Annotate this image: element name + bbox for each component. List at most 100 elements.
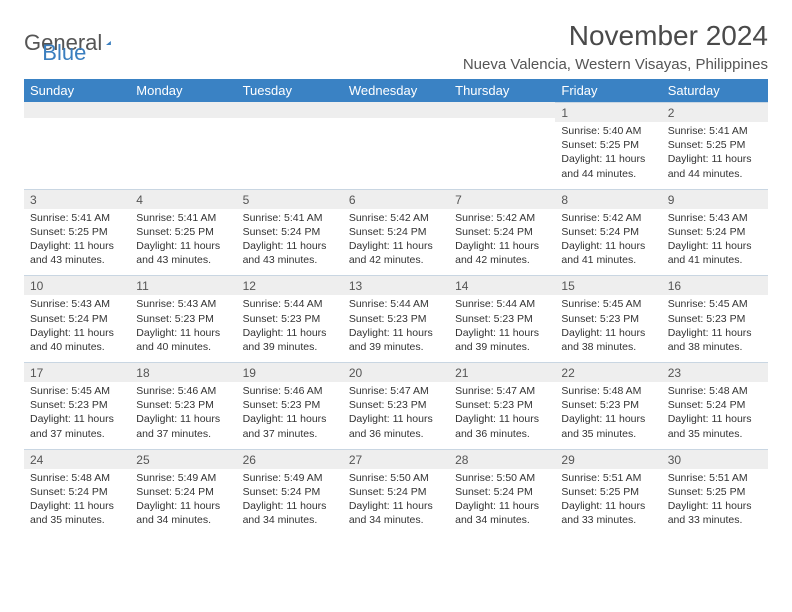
day-number: 7 [449, 189, 555, 209]
day-number: 27 [343, 449, 449, 469]
day-cell: 16Sunrise: 5:45 AM Sunset: 5:23 PM Dayli… [662, 275, 768, 362]
day-text: Sunrise: 5:44 AM Sunset: 5:23 PM Dayligh… [343, 295, 449, 362]
dayname-friday: Friday [555, 79, 661, 102]
day-number: 20 [343, 362, 449, 382]
day-text: Sunrise: 5:43 AM Sunset: 5:24 PM Dayligh… [24, 295, 130, 362]
day-text: Sunrise: 5:50 AM Sunset: 5:24 PM Dayligh… [343, 469, 449, 536]
day-number: 10 [24, 275, 130, 295]
day-text: Sunrise: 5:42 AM Sunset: 5:24 PM Dayligh… [555, 209, 661, 276]
day-cell: 29Sunrise: 5:51 AM Sunset: 5:25 PM Dayli… [555, 449, 661, 536]
day-number: 5 [237, 189, 343, 209]
day-text: Sunrise: 5:45 AM Sunset: 5:23 PM Dayligh… [662, 295, 768, 362]
day-text: Sunrise: 5:43 AM Sunset: 5:23 PM Dayligh… [130, 295, 236, 362]
day-number: 12 [237, 275, 343, 295]
dayname-tuesday: Tuesday [237, 79, 343, 102]
day-number: 25 [130, 449, 236, 469]
day-number: 6 [343, 189, 449, 209]
day-number: 9 [662, 189, 768, 209]
day-text: Sunrise: 5:51 AM Sunset: 5:25 PM Dayligh… [662, 469, 768, 536]
empty-day [343, 102, 449, 118]
day-cell: 24Sunrise: 5:48 AM Sunset: 5:24 PM Dayli… [24, 449, 130, 536]
day-cell: 4Sunrise: 5:41 AM Sunset: 5:25 PM Daylig… [130, 189, 236, 276]
day-text: Sunrise: 5:42 AM Sunset: 5:24 PM Dayligh… [343, 209, 449, 276]
day-text: Sunrise: 5:48 AM Sunset: 5:24 PM Dayligh… [24, 469, 130, 536]
day-text: Sunrise: 5:47 AM Sunset: 5:23 PM Dayligh… [449, 382, 555, 449]
day-cell: 3Sunrise: 5:41 AM Sunset: 5:25 PM Daylig… [24, 189, 130, 276]
title-block: November 2024 Nueva Valencia, Western Vi… [463, 20, 768, 73]
day-text: Sunrise: 5:43 AM Sunset: 5:24 PM Dayligh… [662, 209, 768, 276]
day-number: 23 [662, 362, 768, 382]
day-cell: 9Sunrise: 5:43 AM Sunset: 5:24 PM Daylig… [662, 189, 768, 276]
day-cell: 23Sunrise: 5:48 AM Sunset: 5:24 PM Dayli… [662, 362, 768, 449]
day-number: 19 [237, 362, 343, 382]
day-cell: 1Sunrise: 5:40 AM Sunset: 5:25 PM Daylig… [555, 102, 661, 189]
day-text: Sunrise: 5:48 AM Sunset: 5:23 PM Dayligh… [555, 382, 661, 449]
day-text: Sunrise: 5:50 AM Sunset: 5:24 PM Dayligh… [449, 469, 555, 536]
calendar-table: Sunday Monday Tuesday Wednesday Thursday… [24, 79, 768, 535]
day-number: 14 [449, 275, 555, 295]
day-number: 26 [237, 449, 343, 469]
day-cell: 11Sunrise: 5:43 AM Sunset: 5:23 PM Dayli… [130, 275, 236, 362]
day-cell: 14Sunrise: 5:44 AM Sunset: 5:23 PM Dayli… [449, 275, 555, 362]
day-cell: 13Sunrise: 5:44 AM Sunset: 5:23 PM Dayli… [343, 275, 449, 362]
day-cell: 18Sunrise: 5:46 AM Sunset: 5:23 PM Dayli… [130, 362, 236, 449]
dayname-thursday: Thursday [449, 79, 555, 102]
day-number: 8 [555, 189, 661, 209]
calendar-week: 17Sunrise: 5:45 AM Sunset: 5:23 PM Dayli… [24, 362, 768, 449]
day-cell: 12Sunrise: 5:44 AM Sunset: 5:23 PM Dayli… [237, 275, 343, 362]
logo: General Blue [24, 20, 86, 66]
day-number: 29 [555, 449, 661, 469]
calendar-week: 10Sunrise: 5:43 AM Sunset: 5:24 PM Dayli… [24, 275, 768, 362]
day-cell [449, 102, 555, 189]
day-cell: 25Sunrise: 5:49 AM Sunset: 5:24 PM Dayli… [130, 449, 236, 536]
dayname-sunday: Sunday [24, 79, 130, 102]
day-text: Sunrise: 5:49 AM Sunset: 5:24 PM Dayligh… [237, 469, 343, 536]
day-number: 28 [449, 449, 555, 469]
day-cell [237, 102, 343, 189]
day-number: 17 [24, 362, 130, 382]
day-text: Sunrise: 5:45 AM Sunset: 5:23 PM Dayligh… [24, 382, 130, 449]
calendar-body: 1Sunrise: 5:40 AM Sunset: 5:25 PM Daylig… [24, 102, 768, 535]
day-cell: 5Sunrise: 5:41 AM Sunset: 5:24 PM Daylig… [237, 189, 343, 276]
day-cell: 6Sunrise: 5:42 AM Sunset: 5:24 PM Daylig… [343, 189, 449, 276]
empty-day [237, 102, 343, 118]
empty-day [130, 102, 236, 118]
day-text: Sunrise: 5:40 AM Sunset: 5:25 PM Dayligh… [555, 122, 661, 189]
day-text: Sunrise: 5:41 AM Sunset: 5:24 PM Dayligh… [237, 209, 343, 276]
calendar-week: 24Sunrise: 5:48 AM Sunset: 5:24 PM Dayli… [24, 449, 768, 536]
day-cell: 8Sunrise: 5:42 AM Sunset: 5:24 PM Daylig… [555, 189, 661, 276]
day-number: 15 [555, 275, 661, 295]
day-cell: 2Sunrise: 5:41 AM Sunset: 5:25 PM Daylig… [662, 102, 768, 189]
day-number: 16 [662, 275, 768, 295]
day-cell: 17Sunrise: 5:45 AM Sunset: 5:23 PM Dayli… [24, 362, 130, 449]
day-cell: 15Sunrise: 5:45 AM Sunset: 5:23 PM Dayli… [555, 275, 661, 362]
day-number: 22 [555, 362, 661, 382]
day-text: Sunrise: 5:41 AM Sunset: 5:25 PM Dayligh… [662, 122, 768, 189]
dayname-row: Sunday Monday Tuesday Wednesday Thursday… [24, 79, 768, 102]
calendar-week: 1Sunrise: 5:40 AM Sunset: 5:25 PM Daylig… [24, 102, 768, 189]
day-cell: 20Sunrise: 5:47 AM Sunset: 5:23 PM Dayli… [343, 362, 449, 449]
dayname-monday: Monday [130, 79, 236, 102]
day-text: Sunrise: 5:44 AM Sunset: 5:23 PM Dayligh… [449, 295, 555, 362]
day-number: 11 [130, 275, 236, 295]
day-number: 3 [24, 189, 130, 209]
day-number: 1 [555, 102, 661, 122]
calendar-week: 3Sunrise: 5:41 AM Sunset: 5:25 PM Daylig… [24, 189, 768, 276]
day-number: 30 [662, 449, 768, 469]
empty-day [449, 102, 555, 118]
dayname-saturday: Saturday [662, 79, 768, 102]
day-cell: 26Sunrise: 5:49 AM Sunset: 5:24 PM Dayli… [237, 449, 343, 536]
header: General Blue November 2024 Nueva Valenci… [24, 20, 768, 73]
day-text: Sunrise: 5:48 AM Sunset: 5:24 PM Dayligh… [662, 382, 768, 449]
day-cell: 27Sunrise: 5:50 AM Sunset: 5:24 PM Dayli… [343, 449, 449, 536]
day-text: Sunrise: 5:49 AM Sunset: 5:24 PM Dayligh… [130, 469, 236, 536]
day-cell: 7Sunrise: 5:42 AM Sunset: 5:24 PM Daylig… [449, 189, 555, 276]
day-cell [343, 102, 449, 189]
page-subtitle: Nueva Valencia, Western Visayas, Philipp… [463, 56, 768, 73]
day-text: Sunrise: 5:51 AM Sunset: 5:25 PM Dayligh… [555, 469, 661, 536]
day-number: 2 [662, 102, 768, 122]
day-text: Sunrise: 5:46 AM Sunset: 5:23 PM Dayligh… [237, 382, 343, 449]
day-text: Sunrise: 5:42 AM Sunset: 5:24 PM Dayligh… [449, 209, 555, 276]
day-number: 4 [130, 189, 236, 209]
day-cell [130, 102, 236, 189]
